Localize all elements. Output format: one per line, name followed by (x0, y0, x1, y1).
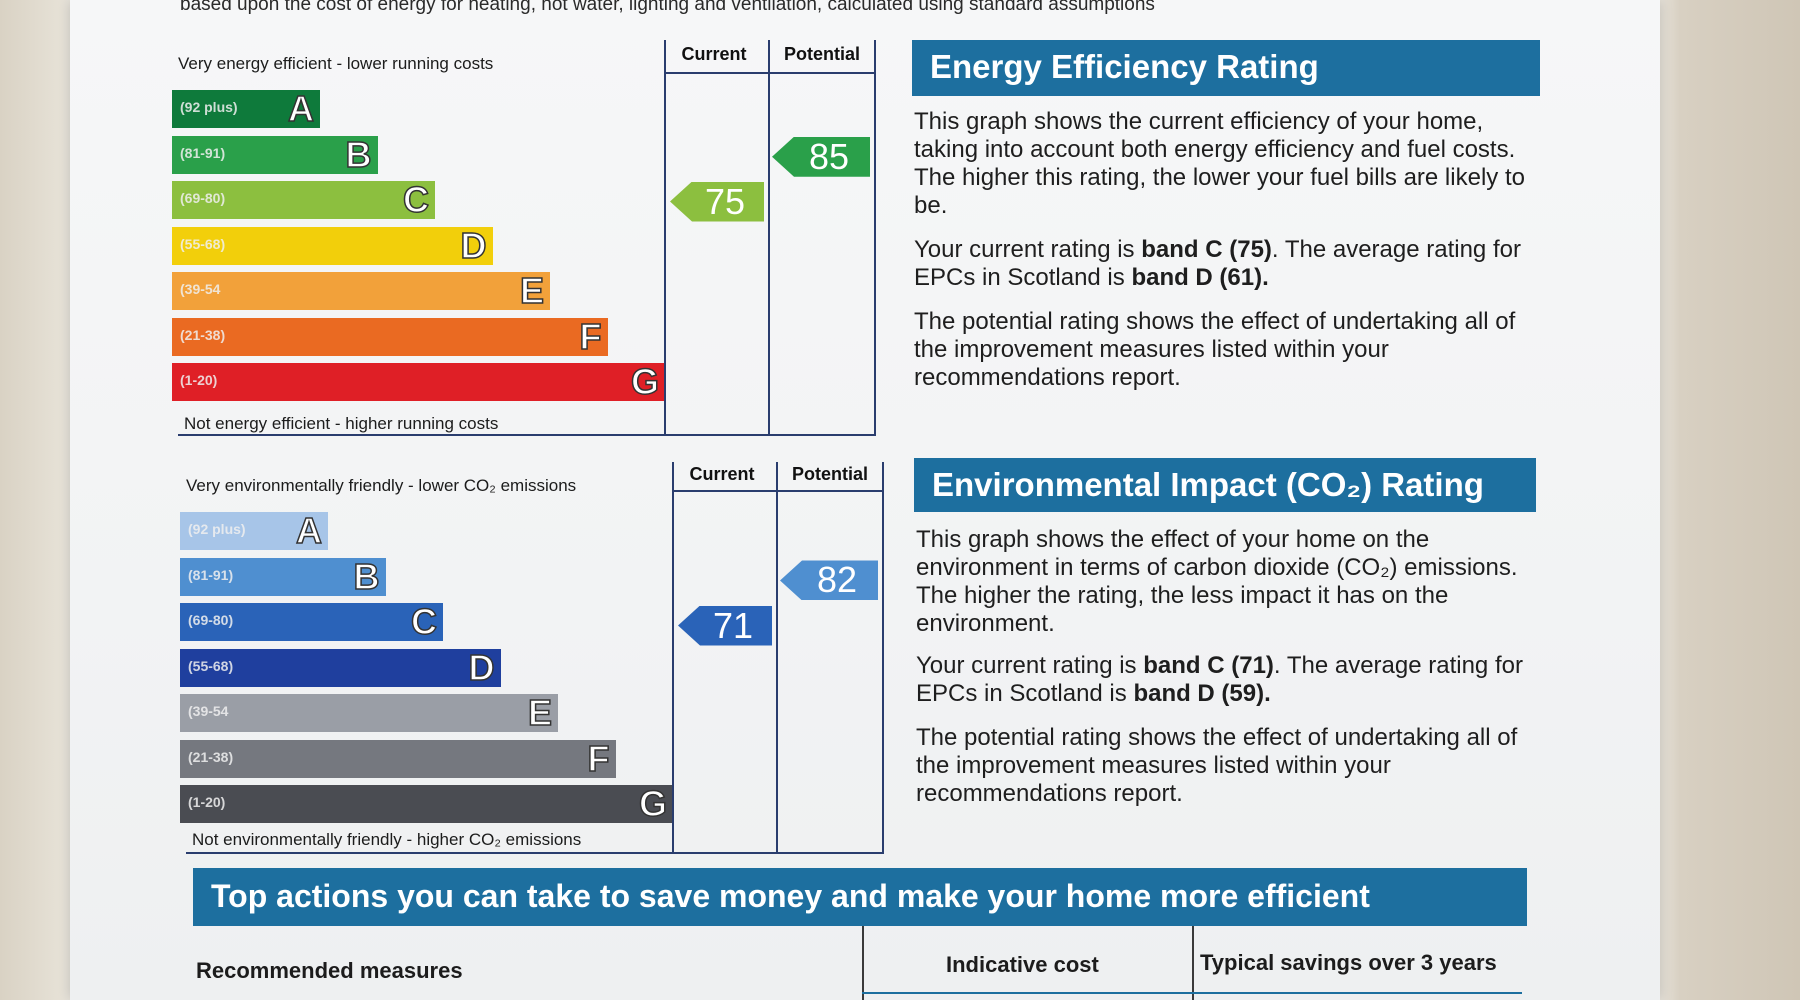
current-rating-arrow: 75 (670, 180, 764, 222)
top-actions-title: Top actions you can take to save money a… (193, 868, 1527, 926)
current-header: Current (681, 44, 747, 64)
band-letter: D (460, 224, 488, 266)
chart-top-caption: Very environmentally friendly - lower CO… (186, 476, 577, 495)
rating-band-e: (39-54 E (180, 692, 558, 734)
grid-line (768, 40, 770, 436)
grid-line (882, 462, 884, 854)
band-letter: A (295, 510, 323, 552)
band-letter: E (527, 692, 553, 734)
band-letter: B (353, 555, 381, 597)
energy-panel-para-3: The potential rating shows the effect of… (914, 308, 1516, 391)
rating-band-c: (69-80) C (180, 601, 443, 643)
energy-panel-para-2: Your current rating is band C (75). The … (914, 236, 1544, 292)
band-range: (39-54 (180, 281, 221, 297)
potential-rating-arrow: 82 (780, 559, 878, 601)
band-range: (69-80) (188, 612, 234, 628)
rating-band-d: (55-68) D (172, 224, 493, 266)
band-letter: F (587, 737, 611, 779)
co2-rating-prefix: Your current rating is (916, 652, 1144, 679)
recommended-measures-header: Recommended measures (196, 958, 463, 983)
co2-panel-para-3: The potential rating shows the effect of… (916, 724, 1518, 807)
rating-band-b: (81-91) B (172, 133, 378, 175)
band-letter: D (468, 646, 496, 688)
grid-line (776, 462, 778, 854)
rating-band-d: (55-68) D (180, 646, 501, 688)
grid-line (672, 462, 674, 854)
co2-panel-para-1: This graph shows the effect of your home… (916, 526, 1518, 637)
chart-top-caption: Very energy efficient - lower running co… (178, 54, 494, 73)
band-letter: A (287, 88, 315, 130)
band-letter: C (410, 601, 438, 643)
potential-rating-value: 82 (816, 559, 858, 601)
rating-band-b: (81-91) B (180, 555, 386, 597)
band-range: (1-20) (180, 372, 218, 388)
band-range: (81-91) (180, 144, 226, 161)
potential-rating-value: 85 (808, 135, 850, 177)
band-letter: F (579, 315, 603, 357)
band-letter: G (638, 783, 668, 825)
energy-average-band: band D (61). (1131, 264, 1269, 291)
typical-savings-header: Typical savings over 3 years (1200, 950, 1497, 975)
band-range: (1-20) (188, 794, 226, 810)
energy-panel-title: Energy Efficiency Rating (912, 40, 1540, 96)
grid-line (178, 434, 876, 436)
co2-panel-para-2: Your current rating is band C (71). The … (916, 652, 1546, 708)
current-header: Current (689, 464, 755, 484)
column-divider (862, 926, 864, 1000)
current-rating-arrow: 71 (678, 604, 772, 646)
rating-band-e: (39-54 E (172, 270, 550, 312)
current-rating-value: 71 (712, 604, 754, 646)
grid-line (664, 40, 666, 436)
rating-band-f: (21-38) F (180, 737, 616, 779)
band-range: (81-91) (188, 566, 234, 583)
grid-line (672, 490, 884, 492)
rating-band-g: (1-20) G (172, 361, 665, 403)
grid-line (664, 72, 876, 74)
co2-panel-title: Environmental Impact (CO₂) Rating (914, 458, 1536, 512)
potential-rating-arrow: 85 (772, 135, 870, 177)
energy-efficiency-chart: Very energy efficient - lower running co… (170, 40, 880, 440)
co2-rating-mid: . The average rating for EPCs in Scotlan… (916, 652, 1523, 707)
energy-rating-prefix: Your current rating is (914, 236, 1142, 263)
grid-line (874, 40, 876, 436)
band-range: (21-38) (180, 326, 226, 343)
potential-header: Potential (791, 464, 868, 484)
grid-line (186, 852, 884, 854)
band-letter: G (630, 361, 660, 403)
band-letter: E (519, 270, 545, 312)
potential-header: Potential (783, 44, 860, 64)
rating-band-a: (92 plus) A (180, 510, 328, 552)
table-rule (862, 992, 1522, 994)
rating-band-g: (1-20) G (180, 783, 673, 825)
rating-band-c: (69-80) C (172, 179, 435, 221)
band-letter: C (402, 179, 430, 221)
current-rating-value: 75 (704, 180, 746, 222)
environmental-impact-chart: Very environmentally friendly - lower CO… (178, 462, 888, 862)
co2-average-band: band D (59). (1133, 680, 1271, 707)
indicative-cost-header: Indicative cost (946, 952, 1099, 977)
rating-band-a: (92 plus) A (172, 88, 320, 130)
band-range: (39-54 (188, 703, 229, 719)
band-range: (55-68) (180, 235, 226, 252)
intro-text: based upon the cost of energy for heatin… (180, 0, 1155, 15)
band-letter: B (345, 133, 373, 175)
co2-current-band: band C (71) (1143, 652, 1274, 679)
rating-band-f: (21-38) F (172, 315, 608, 357)
column-divider (1192, 926, 1194, 1000)
band-range: (55-68) (188, 657, 234, 674)
energy-rating-mid: . The average rating for EPCs in Scotlan… (914, 236, 1521, 291)
chart-bottom-caption: Not energy efficient - higher running co… (184, 414, 499, 433)
band-range: (69-80) (180, 190, 226, 206)
band-range: (21-38) (188, 748, 234, 765)
energy-panel-para-1: This graph shows the current efficiency … (914, 108, 1525, 219)
energy-current-band: band C (75) (1141, 236, 1272, 263)
band-range: (92 plus) (180, 99, 238, 115)
chart-bottom-caption: Not environmentally friendly - higher CO… (192, 830, 582, 849)
band-range: (92 plus) (188, 521, 246, 537)
